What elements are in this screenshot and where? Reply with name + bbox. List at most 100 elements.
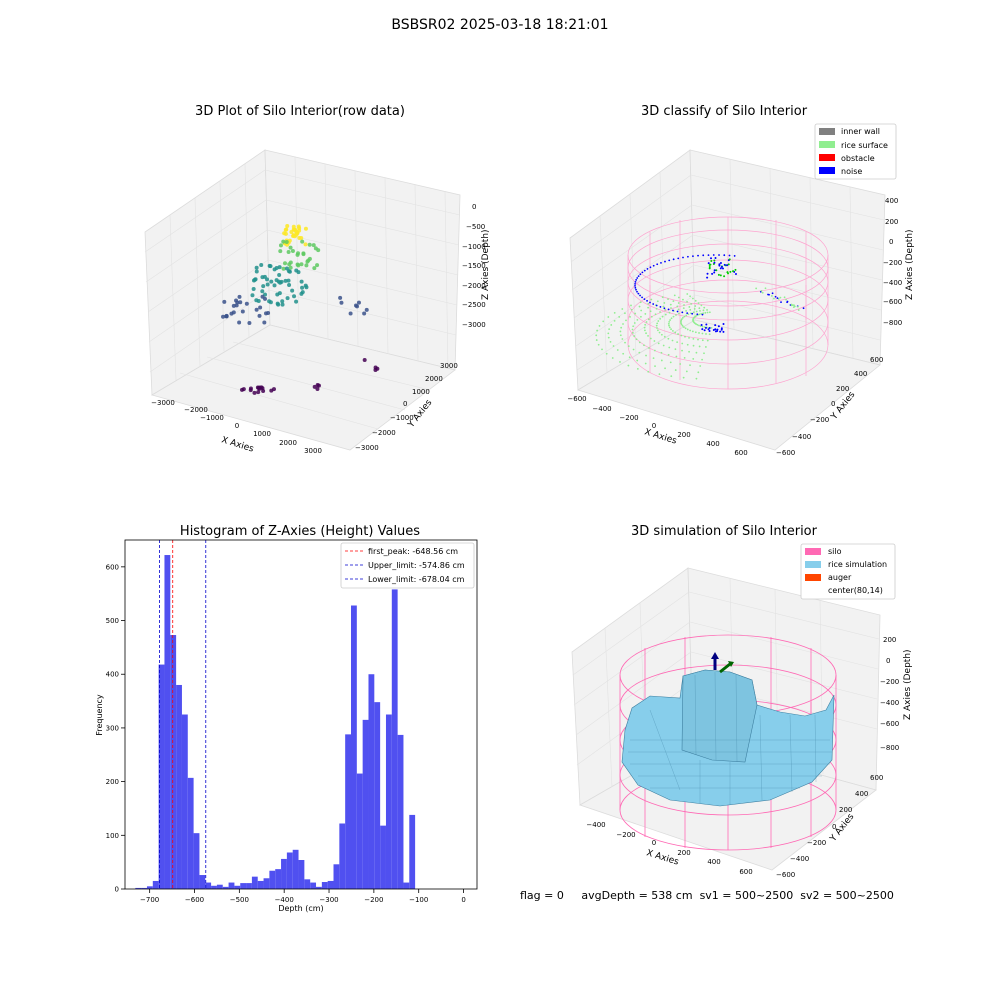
rice-surface-point	[681, 342, 684, 345]
raw-z-tick: −1000	[462, 243, 486, 251]
rice-surface-point	[694, 299, 697, 302]
histogram-bar	[385, 714, 392, 889]
rice-surface-point	[673, 294, 676, 297]
rice-surface-point	[702, 312, 705, 315]
raw-point	[280, 299, 285, 304]
rice-surface-point	[607, 336, 610, 339]
histogram-bar	[368, 674, 375, 889]
histogram-x-tick: 0	[461, 896, 465, 904]
raw-point	[291, 234, 296, 239]
rice-surface-point	[639, 301, 642, 304]
raw-x-label: X Axies	[220, 435, 255, 454]
raw-z-tick: −500	[466, 223, 485, 231]
raw-point	[283, 261, 288, 266]
noise-point	[707, 262, 710, 265]
raw-point	[274, 266, 279, 271]
rice-surface-point	[671, 339, 674, 342]
noise-point	[783, 296, 786, 299]
rice-surface-point	[682, 298, 684, 301]
raw-point	[287, 262, 292, 267]
rice-surface-point	[627, 345, 630, 348]
raw-point	[287, 269, 292, 274]
rice-surface-point	[703, 306, 706, 309]
rice-surface-point	[695, 351, 698, 354]
histogram-bar	[240, 883, 247, 889]
raw-plot-title: 3D Plot of Silo Interior(row data)	[195, 104, 405, 119]
simulation-x-tick: 600	[739, 868, 752, 876]
rice-surface-point	[695, 377, 698, 380]
histogram-y-label: Frequency	[95, 694, 104, 736]
rice-surface-point	[649, 310, 652, 313]
raw-point	[269, 388, 274, 393]
rice-surface-point	[619, 361, 621, 363]
rice-surface-point	[689, 364, 691, 367]
rice-surface-point	[667, 322, 670, 325]
histogram-bar	[327, 880, 334, 889]
raw-point	[287, 282, 292, 287]
raw-point	[300, 239, 305, 244]
rice-surface-point	[706, 311, 709, 314]
rice-surface-point	[647, 335, 649, 337]
noise-point	[709, 263, 712, 266]
classify-z-tick: −600	[883, 298, 902, 306]
raw-point	[251, 278, 256, 283]
rice-surface-point	[645, 354, 647, 357]
classify-z-tick: −400	[883, 279, 902, 287]
legend-label: rice surface	[841, 141, 888, 150]
rice-surface-point	[692, 358, 695, 360]
histogram-x-tick: −700	[140, 896, 159, 904]
rice-surface-point	[634, 312, 637, 315]
classify-z-tick: 200	[885, 218, 898, 226]
sv2-value: sv2 = 500~2500	[800, 889, 894, 902]
rice-surface-point	[638, 305, 641, 308]
noise-point	[702, 254, 705, 257]
rice-surface-point	[624, 341, 626, 344]
noise-point	[634, 280, 637, 283]
rice-surface-point	[689, 295, 691, 298]
raw-point	[265, 282, 270, 287]
raw-point	[261, 284, 266, 289]
raw-z-label: Z Axies (Depth)	[481, 229, 491, 300]
classify-y-tick: −400	[792, 433, 811, 441]
raw-point	[221, 314, 226, 319]
histogram-bar	[211, 885, 217, 889]
rice-surface-point	[664, 313, 667, 316]
rice-surface-point	[640, 315, 642, 318]
noise-point	[641, 271, 644, 274]
rice-surface-point	[605, 352, 608, 355]
rice-surface-point	[676, 305, 679, 308]
raw-point	[296, 263, 301, 268]
raw-point	[234, 303, 239, 308]
rice-surface-point	[667, 353, 670, 356]
simulation-z-tick: −800	[880, 744, 899, 752]
raw-point	[315, 263, 320, 268]
classify-legend: inner wall rice surface obstacle noise	[814, 123, 897, 180]
raw-point	[260, 294, 265, 299]
noise-point	[637, 275, 640, 277]
rice-surface-point	[621, 338, 624, 340]
raw-point	[280, 302, 285, 307]
classify-z-tick: 400	[885, 197, 898, 205]
rice-surface-point	[687, 313, 690, 316]
noise-point	[708, 267, 711, 270]
raw-point	[260, 275, 265, 280]
rice-surface-point	[647, 306, 650, 309]
legend-label: center(80,14)	[828, 586, 883, 595]
histogram-title: Histogram of Z-Axies (Height) Values	[179, 524, 421, 539]
rice-surface-point	[662, 344, 665, 347]
noise-point	[707, 328, 710, 331]
rice-surface-point	[607, 316, 610, 318]
noise-point	[770, 295, 773, 297]
raw-point	[288, 245, 293, 250]
noise-point	[732, 270, 735, 273]
raw-point	[373, 365, 378, 370]
raw-point	[231, 310, 236, 315]
simulation-x-tick: −200	[616, 831, 635, 839]
histogram-bar	[275, 869, 282, 889]
histogram-bar	[298, 860, 305, 889]
raw-point	[315, 387, 320, 392]
noise-point	[797, 309, 800, 311]
auger-arrows	[711, 652, 734, 674]
noise-point	[720, 327, 723, 330]
rice-surface-point	[664, 367, 666, 370]
